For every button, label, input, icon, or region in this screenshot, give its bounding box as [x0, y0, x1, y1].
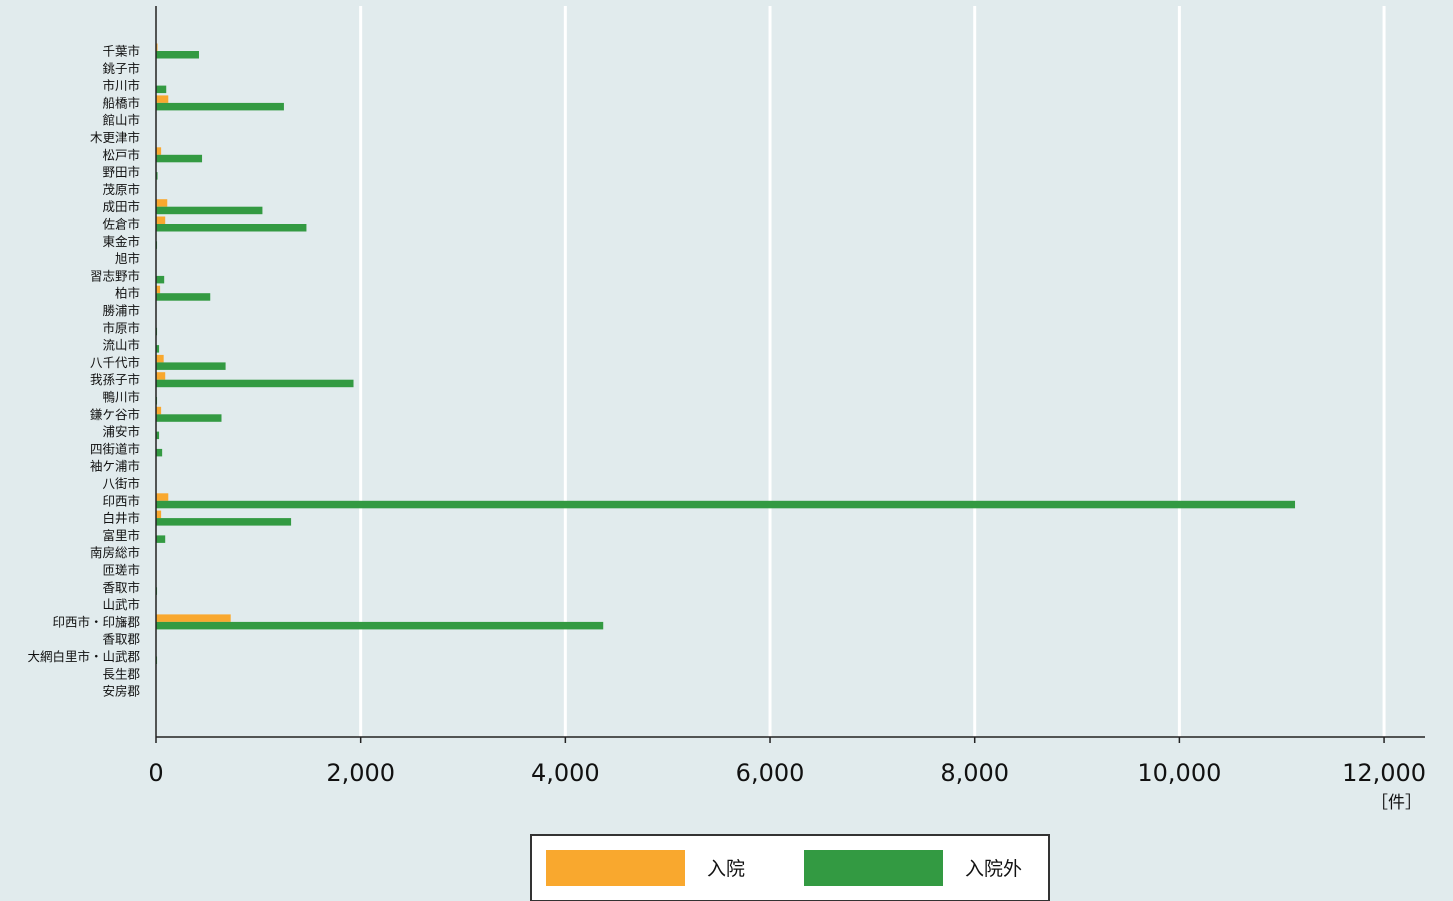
bar-outpatient-27 [156, 518, 292, 526]
axes [155, 6, 1425, 738]
bar-inpatient-9 [156, 199, 168, 207]
bar-outpatient-0 [156, 51, 199, 59]
category-label-15: 勝浦市 [102, 303, 140, 318]
category-labels: 千葉市銚子市市川市船橋市館山市木更津市松戸市野田市茂原市成田市佐倉市東金市旭市習… [27, 44, 140, 699]
bar-inpatient-6 [156, 147, 162, 155]
bar-outpatient-6 [156, 154, 203, 163]
category-label-37: 安房郡 [102, 684, 140, 699]
grid-lines [359, 6, 1386, 737]
x-tick-label-3: 6,000 [736, 759, 805, 787]
category-label-8: 茂原市 [102, 182, 140, 197]
category-label-11: 東金市 [102, 234, 140, 249]
category-label-0: 千葉市 [102, 44, 140, 59]
bar-inpatient-19 [156, 372, 166, 380]
legend-items: 入院 入院外 [546, 850, 1022, 886]
category-label-24: 袖ケ浦市 [90, 459, 140, 474]
x-tick-label-4: 8,000 [940, 759, 1009, 787]
category-label-9: 成田市 [102, 199, 140, 214]
bar-outpatient-33 [156, 621, 604, 630]
x-tick-label-2: 4,000 [531, 759, 600, 787]
category-label-31: 香取市 [102, 580, 140, 595]
category-label-13: 習志野市 [90, 268, 140, 283]
category-label-10: 佐倉市 [102, 217, 140, 232]
bar-outpatient-13 [156, 275, 165, 284]
x-axis-unit-label: ［件］ [1371, 793, 1422, 813]
bar-outpatient-14 [156, 293, 211, 301]
category-label-36: 長生郡 [102, 666, 140, 681]
category-label-12: 旭市 [115, 251, 140, 266]
bar-inpatient-14 [156, 285, 161, 294]
category-label-18: 八千代市 [90, 355, 140, 370]
category-label-7: 野田市 [102, 165, 140, 180]
category-label-33: 印西市・印旛郡 [52, 614, 140, 629]
bar-outpatient-17 [156, 345, 160, 353]
category-label-30: 匝瑳市 [102, 563, 140, 578]
category-label-25: 八街市 [102, 476, 140, 491]
x-tick-label-5: 10,000 [1137, 759, 1221, 787]
x-tick-label-1: 2,000 [326, 759, 395, 787]
bar-outpatient-10 [156, 224, 307, 232]
x-tick-label-0: 0 [148, 759, 163, 787]
bar-inpatient-33 [156, 614, 231, 622]
bar-outpatient-23 [156, 448, 163, 457]
category-label-3: 船橋市 [102, 95, 140, 110]
bar-outpatient-9 [156, 206, 263, 215]
bar-outpatient-7 [156, 172, 158, 180]
category-label-28: 富里市 [102, 528, 140, 543]
bar-inpatient-0 [156, 43, 158, 51]
category-label-5: 木更津市 [90, 130, 140, 145]
category-label-26: 印西市 [102, 493, 140, 508]
bar-inpatient-26 [156, 493, 169, 501]
category-label-29: 南房総市 [90, 545, 140, 560]
category-label-34: 香取郡 [102, 632, 140, 647]
category-label-17: 流山市 [102, 338, 140, 353]
bar-outpatient-26 [156, 500, 1296, 509]
bar-inpatient-27 [156, 510, 162, 519]
category-label-32: 山武市 [102, 597, 140, 612]
x-tick-label-6: 12,000 [1342, 759, 1426, 787]
x-tick-labels: 0 2,000 4,000 6,000 8,000 10,000 12,000 [148, 737, 1426, 787]
category-label-6: 松戸市 [102, 147, 140, 162]
category-label-1: 銚子市 [102, 61, 140, 76]
bar-inpatient-18 [156, 354, 164, 363]
bar-outpatient-28 [156, 535, 166, 543]
category-label-35: 大網白里市・山武郡 [27, 649, 140, 664]
bar-inpatient-3 [156, 95, 169, 103]
bar-outpatient-22 [156, 431, 160, 440]
category-label-20: 鴨川市 [102, 390, 140, 405]
legend-swatch-1 [804, 850, 943, 886]
bars [156, 43, 1296, 664]
bar-outpatient-2 [156, 85, 167, 94]
category-label-14: 柏市 [115, 286, 140, 301]
category-label-2: 市川市 [102, 78, 140, 93]
legend: 入院 入院外 [530, 834, 1050, 901]
bar-outpatient-18 [156, 362, 226, 370]
category-label-21: 鎌ケ谷市 [90, 407, 140, 422]
category-label-23: 四街道市 [90, 441, 140, 456]
bar-outpatient-21 [156, 414, 222, 422]
bar-outpatient-19 [156, 379, 354, 388]
legend-label-1: 入院外 [965, 858, 1022, 880]
category-label-4: 館山市 [102, 113, 140, 128]
bar-outpatient-3 [156, 102, 284, 111]
bar-inpatient-10 [156, 216, 166, 224]
category-label-16: 市原市 [102, 320, 140, 335]
legend-label-0: 入院 [707, 858, 745, 880]
category-label-19: 我孫子市 [90, 372, 140, 387]
category-label-22: 浦安市 [102, 424, 140, 439]
legend-swatch-0 [546, 850, 685, 886]
bar-inpatient-21 [156, 406, 162, 415]
category-label-27: 白井市 [102, 511, 140, 526]
